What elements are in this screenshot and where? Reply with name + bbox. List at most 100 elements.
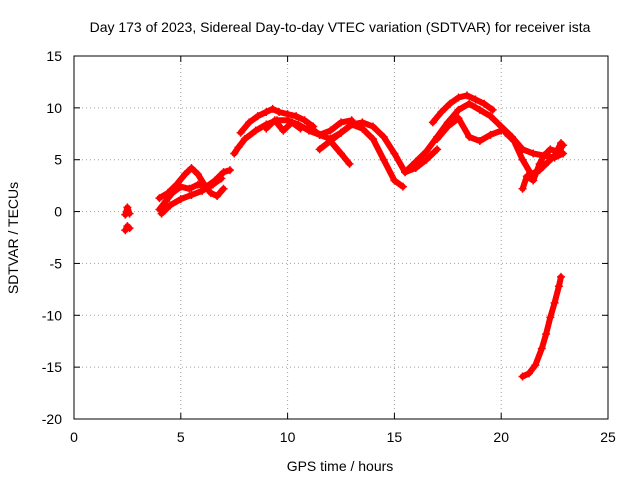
series-trace-sat-k — [316, 138, 353, 167]
data-point — [518, 184, 527, 193]
series-trace-sat-q — [519, 273, 564, 380]
data-point — [480, 99, 489, 108]
data-point — [501, 128, 510, 137]
x-tick-label: 20 — [493, 429, 509, 445]
data-point — [300, 116, 309, 125]
series-trace-sat-l — [402, 100, 567, 176]
data-point — [172, 180, 181, 189]
data-point — [337, 128, 345, 137]
data-point — [546, 145, 555, 154]
data-point — [125, 209, 134, 218]
series-trace-sat-j — [327, 121, 406, 190]
x-axis-label: GPS time / hours — [287, 458, 394, 474]
x-tick-label: 0 — [70, 429, 78, 445]
data-point — [539, 151, 548, 160]
data-point — [557, 272, 566, 281]
y-tick-label: 5 — [54, 152, 62, 168]
data-point — [161, 197, 170, 206]
data-point — [443, 122, 452, 131]
data-point — [369, 122, 378, 131]
data-point — [546, 313, 555, 322]
data-point — [219, 184, 228, 193]
data-point — [465, 132, 474, 141]
data-point — [225, 166, 234, 175]
data-point — [337, 118, 345, 127]
data-point — [245, 118, 254, 127]
data-point — [275, 108, 284, 117]
data-point — [125, 224, 134, 233]
data-point — [326, 126, 335, 135]
data-point — [347, 120, 356, 129]
data-point — [315, 145, 324, 154]
data-point — [230, 149, 239, 158]
data-point — [542, 329, 551, 338]
y-axis-label: SDTVAR / TECUs — [5, 182, 21, 294]
data-point — [121, 210, 130, 219]
data-point — [475, 105, 484, 114]
data-point — [206, 188, 215, 197]
data-point — [529, 176, 538, 185]
series-trace-sat-d — [156, 165, 227, 202]
data-point — [279, 126, 288, 135]
y-tick-label: 15 — [46, 48, 62, 64]
data-point — [524, 369, 533, 378]
data-point — [518, 155, 527, 164]
data-point — [251, 126, 260, 135]
data-point — [518, 372, 527, 381]
data-point — [185, 184, 194, 193]
x-tick-label: 5 — [177, 429, 185, 445]
data-point — [166, 201, 175, 210]
data-point — [454, 114, 463, 123]
data-point — [369, 134, 378, 143]
data-point — [552, 147, 561, 156]
data-point — [262, 108, 271, 117]
data-point — [433, 145, 442, 154]
data-point — [268, 104, 277, 113]
y-tick-label: -5 — [50, 255, 63, 271]
data-point — [422, 147, 431, 156]
data-point — [358, 124, 367, 133]
data-point — [234, 143, 243, 152]
data-point — [345, 159, 354, 168]
data-point — [187, 190, 196, 199]
data-point — [213, 192, 222, 201]
data-point — [315, 130, 324, 139]
data-point — [510, 137, 519, 146]
data-point — [270, 116, 279, 125]
data-point — [283, 110, 292, 119]
data-point — [121, 226, 130, 235]
y-tick-label: 10 — [46, 100, 62, 116]
data-point — [433, 134, 442, 143]
data-point — [445, 99, 454, 108]
y-tick-label: 0 — [54, 204, 62, 220]
data-point — [465, 99, 474, 108]
x-tick-label: 10 — [280, 429, 296, 445]
data-point — [390, 176, 399, 185]
data-point — [236, 128, 245, 137]
data-point — [531, 361, 540, 370]
data-point — [176, 195, 185, 204]
data-point — [454, 105, 463, 114]
data-point — [157, 209, 166, 218]
data-point — [187, 164, 196, 173]
data-point — [544, 157, 553, 166]
data-point — [219, 168, 228, 177]
data-point — [557, 139, 566, 148]
data-point — [554, 282, 563, 291]
data-point — [163, 188, 172, 197]
data-point — [292, 112, 301, 121]
data-point — [475, 137, 484, 146]
data-point — [522, 172, 531, 181]
grid — [74, 56, 608, 419]
data-point — [337, 149, 345, 158]
data-point — [471, 95, 480, 104]
data-point — [390, 149, 399, 158]
data-point — [537, 344, 546, 353]
data-point — [208, 180, 217, 189]
data-point — [155, 194, 164, 203]
data-point — [486, 130, 495, 139]
axis-ticks: 0 5 10 15 20 25 -20 -15 -10 -5 0 5 10 15 — [42, 48, 616, 445]
data-point — [550, 298, 559, 307]
data-point — [240, 134, 249, 143]
